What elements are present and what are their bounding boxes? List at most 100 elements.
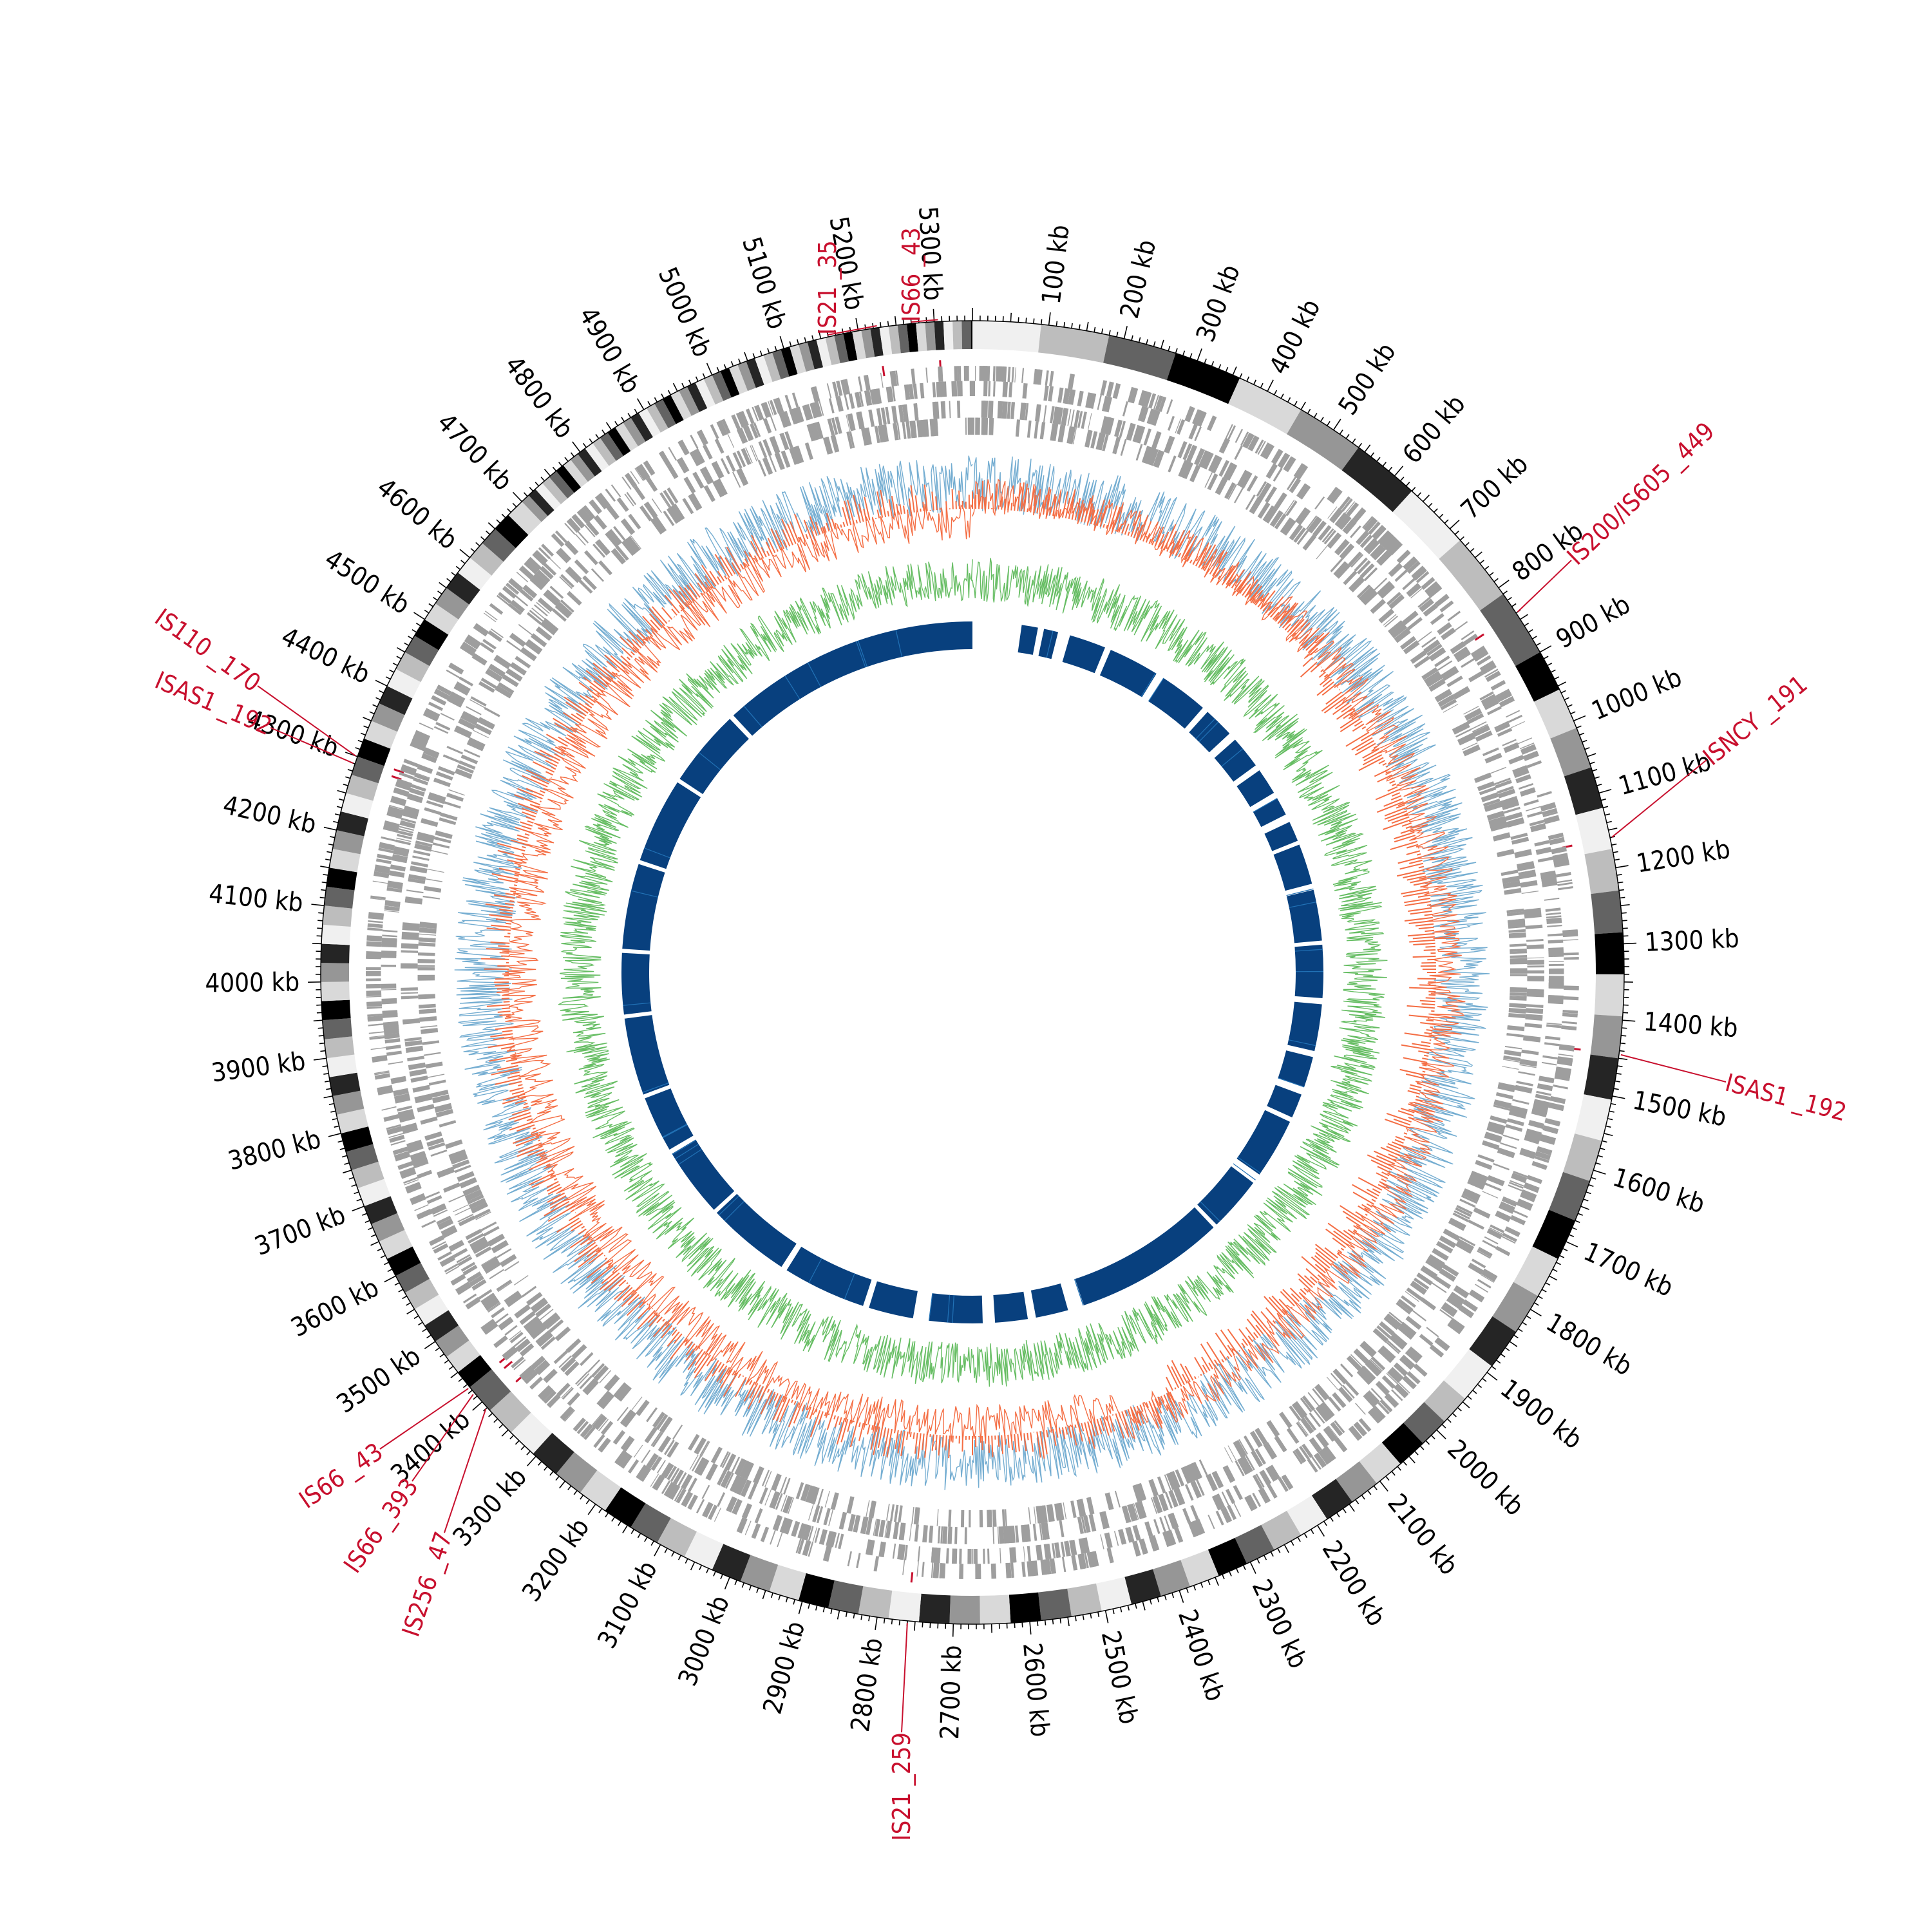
scale-tick bbox=[486, 530, 491, 535]
scale-tick bbox=[830, 1609, 833, 1615]
gene-feature bbox=[1260, 442, 1271, 457]
gene-feature bbox=[372, 1055, 388, 1063]
skew-bar bbox=[1255, 1324, 1264, 1334]
gene-feature bbox=[1215, 1510, 1224, 1526]
gene-feature bbox=[1141, 406, 1147, 422]
skew-bar bbox=[705, 582, 712, 591]
scale-tick bbox=[357, 739, 363, 743]
gene-feature bbox=[386, 810, 403, 819]
gene-feature bbox=[864, 390, 873, 406]
gene-feature bbox=[1021, 368, 1025, 383]
scale-tick bbox=[580, 1495, 584, 1500]
gene-feature bbox=[704, 485, 715, 502]
gene-feature bbox=[529, 576, 544, 591]
scale-tick bbox=[1596, 783, 1602, 786]
skew-bar bbox=[847, 1419, 852, 1432]
karyotype-band bbox=[980, 1595, 1011, 1624]
gene-feature bbox=[1189, 1463, 1200, 1480]
skew-bar bbox=[765, 542, 773, 555]
skew-bar bbox=[524, 1103, 528, 1106]
gene-feature bbox=[999, 1526, 1001, 1544]
skew-bar bbox=[570, 735, 573, 739]
gene-feature bbox=[866, 1500, 870, 1517]
skew-bar bbox=[626, 656, 630, 661]
scale-tick bbox=[332, 1118, 337, 1121]
gene-feature bbox=[554, 1326, 571, 1341]
skew-bar bbox=[877, 1427, 884, 1448]
skew-bar bbox=[744, 550, 753, 565]
gene-feature bbox=[908, 384, 914, 400]
skew-bar bbox=[1412, 955, 1436, 958]
skew-bar bbox=[1298, 1292, 1305, 1298]
gene-feature bbox=[448, 1194, 465, 1203]
gene-feature bbox=[1378, 1401, 1390, 1415]
gene-feature bbox=[1370, 598, 1386, 614]
scale-tick bbox=[894, 316, 897, 326]
gene-feature bbox=[1408, 1346, 1423, 1360]
gene-feature bbox=[1500, 796, 1518, 806]
gene-feature bbox=[410, 784, 426, 792]
skew-bar bbox=[1154, 1398, 1162, 1414]
gene-feature bbox=[1421, 667, 1439, 681]
gene-feature bbox=[404, 1040, 422, 1047]
scale-tick bbox=[1010, 312, 1012, 322]
gene-feature bbox=[1334, 1439, 1346, 1453]
skew-bar bbox=[719, 1367, 730, 1384]
gene-feature bbox=[732, 1499, 743, 1515]
gene-feature bbox=[1003, 1526, 1007, 1544]
skew-bar bbox=[513, 887, 517, 890]
block-segment bbox=[1267, 1084, 1302, 1118]
gene-feature bbox=[1001, 1509, 1006, 1527]
gene-feature bbox=[781, 450, 791, 468]
scale-tick bbox=[512, 491, 522, 502]
scale-tick bbox=[582, 442, 587, 448]
gene-feature bbox=[1346, 502, 1359, 517]
scale-tick bbox=[1602, 1140, 1607, 1143]
scale-tick bbox=[1267, 379, 1274, 392]
gene-feature bbox=[1562, 1021, 1577, 1025]
gene-feature bbox=[1483, 1269, 1498, 1278]
scale-tick bbox=[344, 1162, 350, 1165]
gene-feature bbox=[708, 1504, 718, 1520]
gene-feature bbox=[1291, 1403, 1305, 1419]
gene-feature bbox=[424, 886, 442, 893]
gene-feature bbox=[1500, 1142, 1517, 1150]
skew-bar bbox=[732, 1370, 736, 1376]
gene-feature bbox=[761, 1470, 770, 1486]
karyotype-band bbox=[482, 529, 516, 562]
gene-feature bbox=[385, 1045, 401, 1050]
gene-feature bbox=[536, 571, 550, 583]
gene-feature bbox=[534, 604, 548, 617]
gene-feature bbox=[494, 1336, 508, 1349]
gene-feature bbox=[915, 1507, 920, 1525]
scale-tick bbox=[654, 1544, 661, 1557]
gene-feature bbox=[1491, 681, 1506, 691]
scale-tick bbox=[1297, 1537, 1301, 1542]
gene-feature bbox=[1327, 532, 1342, 549]
skew-bar bbox=[508, 1112, 531, 1121]
gene-feature bbox=[598, 1392, 612, 1408]
gene-feature bbox=[616, 1406, 629, 1421]
skew-bar bbox=[521, 825, 532, 830]
gene-feature bbox=[774, 397, 784, 413]
skew-bar bbox=[917, 1433, 922, 1460]
gene-feature bbox=[1503, 806, 1520, 814]
gene-feature bbox=[1510, 1180, 1524, 1187]
gene-feature bbox=[1449, 1217, 1466, 1229]
skew-bar bbox=[1305, 1268, 1320, 1281]
gene-feature bbox=[1158, 396, 1167, 412]
gene-feature bbox=[1164, 1492, 1173, 1509]
gene-feature bbox=[1253, 1474, 1263, 1490]
skew-bar bbox=[1163, 524, 1177, 551]
gene-feature bbox=[1104, 1533, 1111, 1549]
gene-feature bbox=[1477, 1278, 1492, 1289]
scale-label: 1600 kb bbox=[1609, 1162, 1709, 1219]
skew-bar bbox=[516, 1124, 535, 1132]
scale-tick bbox=[898, 1620, 901, 1625]
gene-feature bbox=[1501, 1236, 1516, 1244]
gene-feature bbox=[896, 422, 901, 440]
scale-tick bbox=[1513, 1334, 1519, 1339]
gene-feature bbox=[1225, 1488, 1236, 1504]
gene-feature bbox=[1335, 563, 1350, 579]
gene-feature bbox=[1125, 1526, 1135, 1543]
